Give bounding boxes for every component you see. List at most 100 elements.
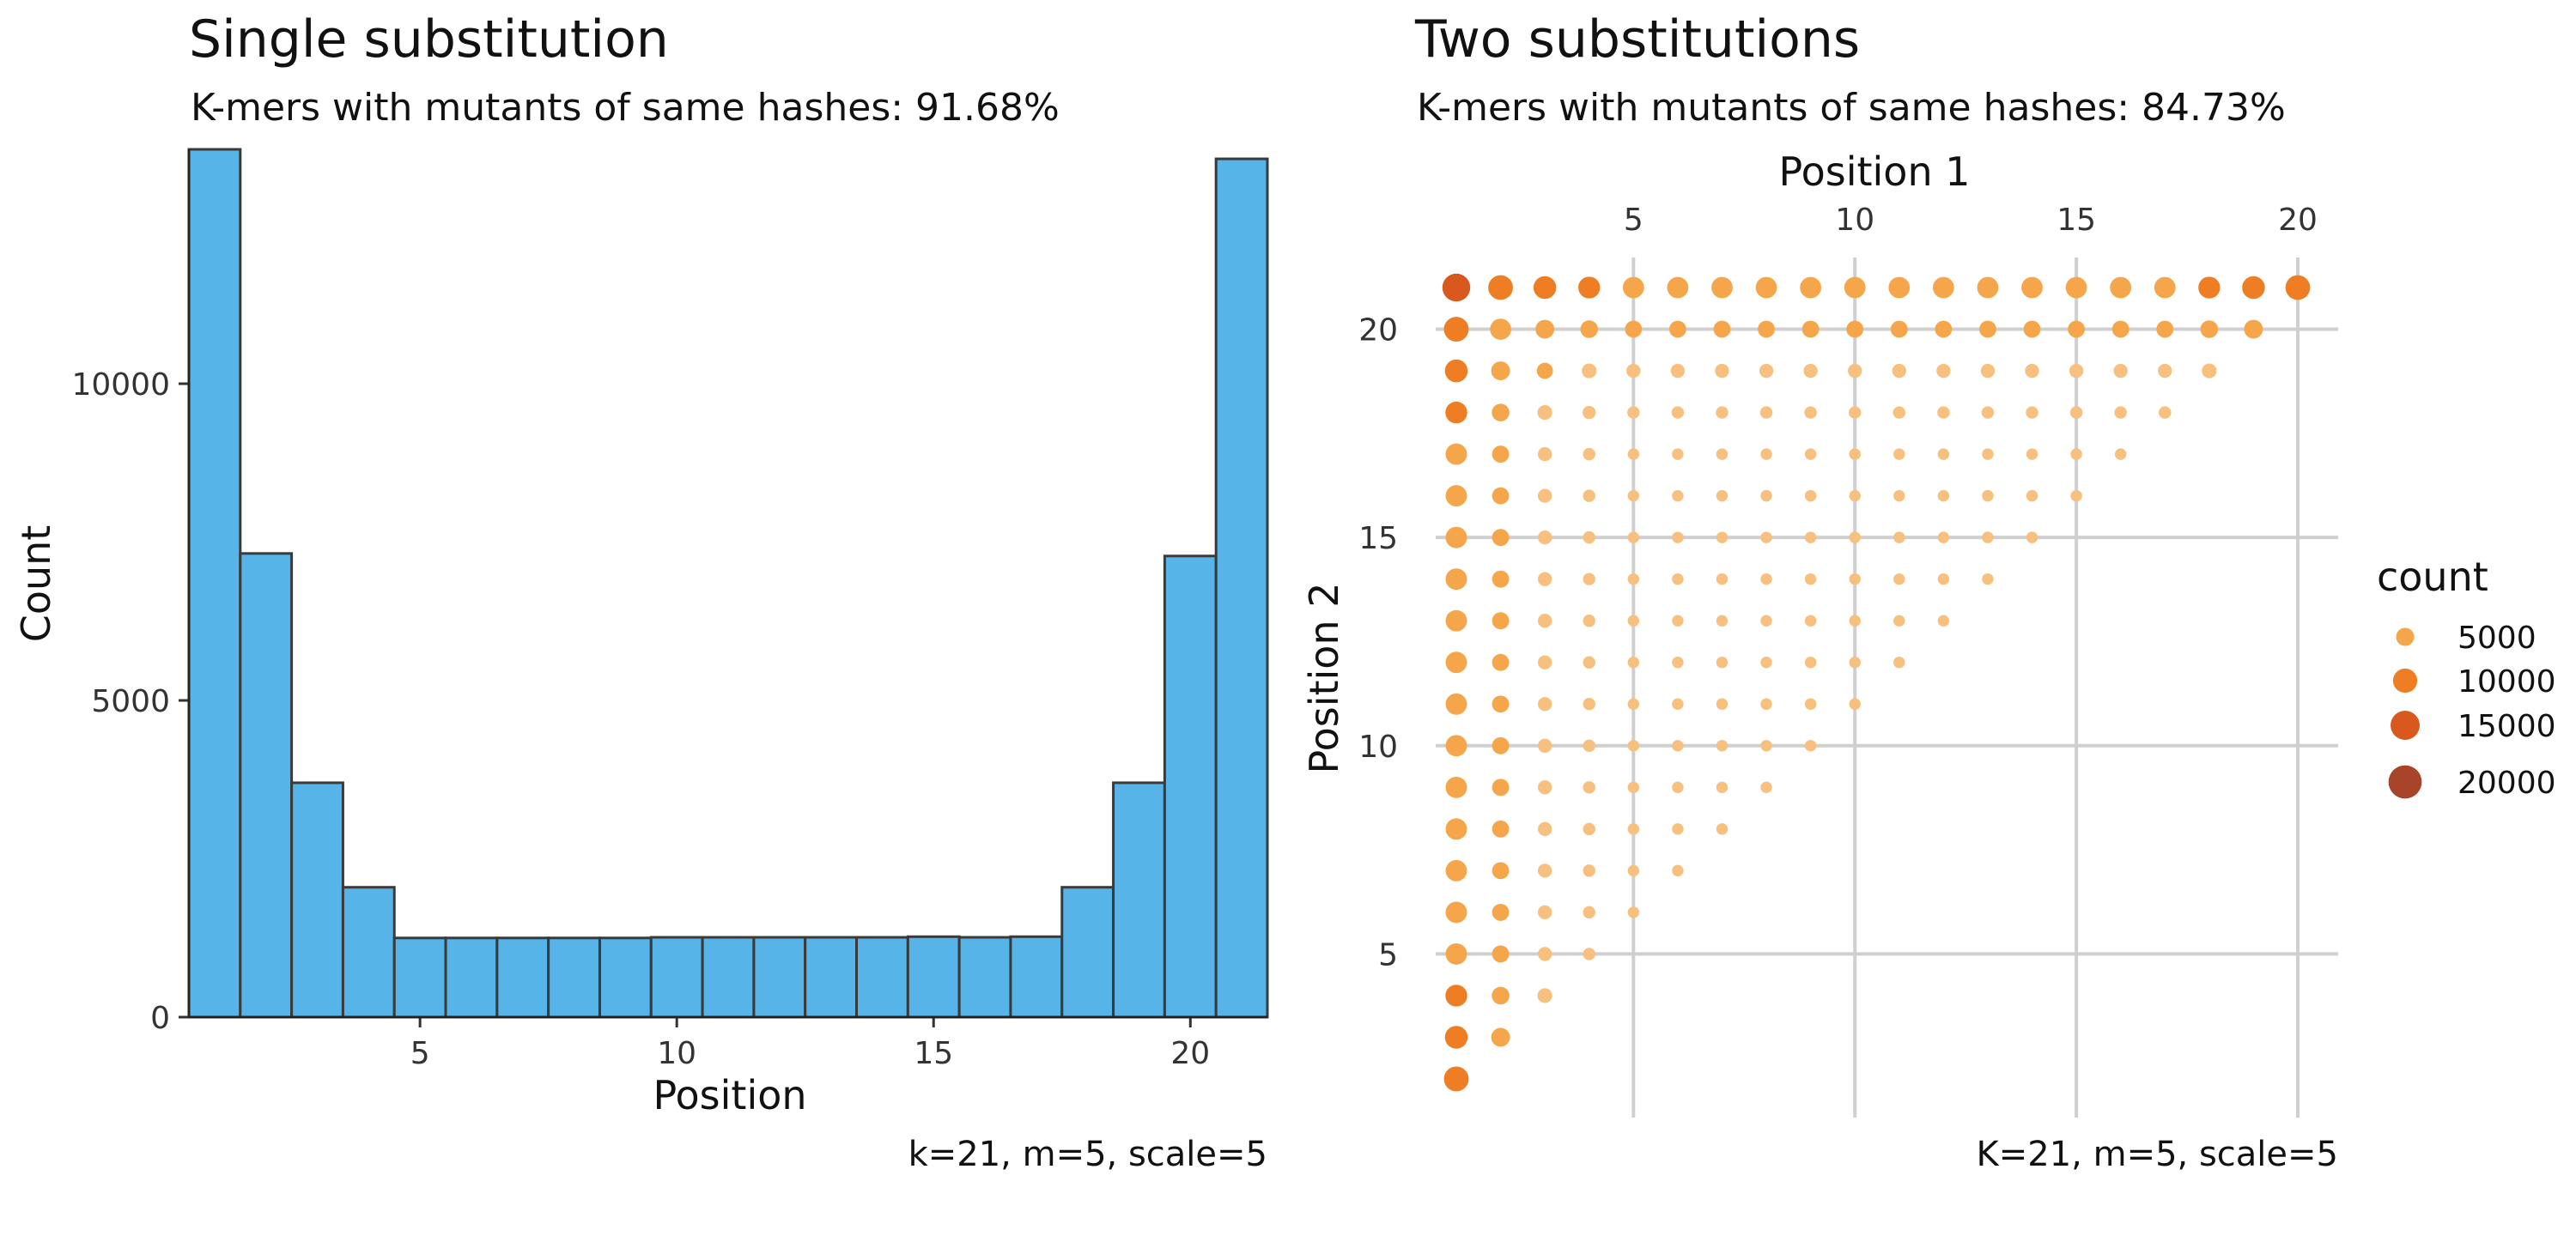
dotplot-point xyxy=(1716,657,1728,669)
dotplot-y-tick-label: 20 xyxy=(1358,313,1398,348)
dotplot-point xyxy=(1444,359,1468,383)
dotplot-point xyxy=(1804,657,1817,669)
dotplot-point xyxy=(1667,276,1689,299)
dotplot-point xyxy=(1936,363,1951,379)
dotplot-point xyxy=(1716,531,1728,543)
dotplot-point xyxy=(1445,776,1467,798)
dotplot-point xyxy=(1672,698,1684,710)
histogram-bar xyxy=(1060,886,1115,1019)
dotplot-point xyxy=(1627,406,1640,419)
histogram-bar xyxy=(804,936,859,1019)
dotplot-panel: Two substitutions K-mers with mutants of… xyxy=(1301,9,2338,1174)
histogram-bars xyxy=(187,148,1269,1019)
dotplot-point xyxy=(1760,657,1772,669)
dotplot-point xyxy=(1849,615,1861,627)
dotplot-point xyxy=(1627,698,1640,710)
dotplot-point xyxy=(1937,448,1950,460)
dotplot-y-tick-label: 10 xyxy=(1358,730,1398,765)
dotplot-point xyxy=(1849,448,1861,460)
dotplot-point xyxy=(1445,443,1467,465)
dotplot-point xyxy=(1981,406,1995,419)
dotplot-point xyxy=(1759,406,1773,419)
dotplot-point xyxy=(1537,446,1552,462)
dotplot-point xyxy=(1670,363,1686,379)
dotplot-point xyxy=(1672,615,1684,627)
dotplot-point xyxy=(1537,988,1552,1003)
dotplot-point xyxy=(1849,698,1861,710)
dotplot-point xyxy=(1627,657,1640,669)
dotplot-point xyxy=(2158,363,2172,379)
dotplot-point xyxy=(1492,570,1510,588)
dotplot-point xyxy=(1537,614,1552,628)
dotplot-point xyxy=(1445,735,1467,757)
histogram-bar xyxy=(187,148,242,1019)
dotplot-point xyxy=(1804,531,1817,543)
dotplot-point xyxy=(1537,488,1552,503)
dotplot-point xyxy=(1760,573,1772,585)
dotplot-point xyxy=(1892,363,1906,379)
dotplot-point xyxy=(1893,573,1905,585)
histogram-bar xyxy=(290,781,344,1019)
histogram-bar xyxy=(906,935,961,1019)
dotplot-point xyxy=(2069,363,2084,379)
dotplot-point xyxy=(1627,823,1640,835)
dotplot-point xyxy=(2070,489,2082,502)
dotplot-point xyxy=(1537,404,1552,421)
dotplot-point xyxy=(1849,573,1861,585)
dotplot-point xyxy=(1800,276,1822,299)
histogram-x-ticks: 5 10 15 20 xyxy=(410,1017,1210,1071)
dotplot-point xyxy=(1759,363,1774,379)
dotplot-point xyxy=(1583,614,1595,627)
dotplot-point xyxy=(1848,406,1862,419)
dotplot-point xyxy=(1583,489,1595,502)
dotplot-point xyxy=(1492,736,1510,754)
dotplot-point xyxy=(1758,320,1775,338)
dotplot-point xyxy=(1583,698,1595,711)
dotplot-point xyxy=(2156,320,2174,338)
dotplot-point xyxy=(2198,276,2221,299)
dotplot-point xyxy=(1578,276,1601,299)
dotplot-point xyxy=(2111,320,2129,338)
histogram-y-tick-label: 10000 xyxy=(71,367,170,403)
histogram-bar xyxy=(855,936,909,1019)
dotplot-point xyxy=(1583,656,1595,669)
histogram-y-ticks: 0 5000 10000 xyxy=(71,367,189,1036)
histogram-bar xyxy=(547,936,601,1019)
dotplot-point xyxy=(1582,363,1597,379)
dotplot-point xyxy=(1583,447,1595,461)
dotplot-point xyxy=(2021,276,2043,299)
dotplot-y-axis-title: Position 2 xyxy=(1301,583,1347,774)
dotplot-point xyxy=(1982,448,1994,460)
dotplot-point xyxy=(1713,320,1731,338)
dotplot-point xyxy=(1537,863,1552,878)
dotplot-point xyxy=(1492,862,1510,880)
dotplot-point xyxy=(1937,531,1950,543)
dotplot-point xyxy=(1445,942,1467,965)
dotplot-point xyxy=(2025,363,2039,379)
histogram-x-tick-label: 20 xyxy=(1170,1036,1210,1071)
dotplot-point xyxy=(1760,531,1772,543)
dotplot-point xyxy=(2026,531,2038,543)
dotplot-point xyxy=(1760,615,1772,627)
dotplot-point xyxy=(1760,781,1772,794)
dotplot-point xyxy=(1982,531,1994,543)
dotplot-point xyxy=(1492,487,1510,505)
dotplot-point xyxy=(1580,320,1598,338)
dotplot-point xyxy=(1760,489,1772,502)
histogram-bar xyxy=(1009,935,1064,1019)
dotplot-x-ticks: 5 10 15 20 xyxy=(1624,203,2318,238)
dotplot-point xyxy=(1672,531,1684,543)
dotplot-point xyxy=(1536,362,1553,379)
dotplot-point xyxy=(1627,906,1640,918)
dotplot-point xyxy=(1627,781,1640,794)
dotplot-point xyxy=(2065,276,2087,299)
dotplot-point xyxy=(1893,531,1905,543)
histogram-y-axis-title: Count xyxy=(13,525,59,643)
dotplot-point xyxy=(1716,823,1728,835)
dotplot-point xyxy=(1492,612,1510,630)
histogram-bar xyxy=(957,936,1012,1019)
dotplot-point xyxy=(1625,320,1643,338)
dotplot-point xyxy=(1672,489,1684,502)
dotplot-point xyxy=(1583,573,1595,585)
histogram-title: Single substitution xyxy=(189,9,669,70)
